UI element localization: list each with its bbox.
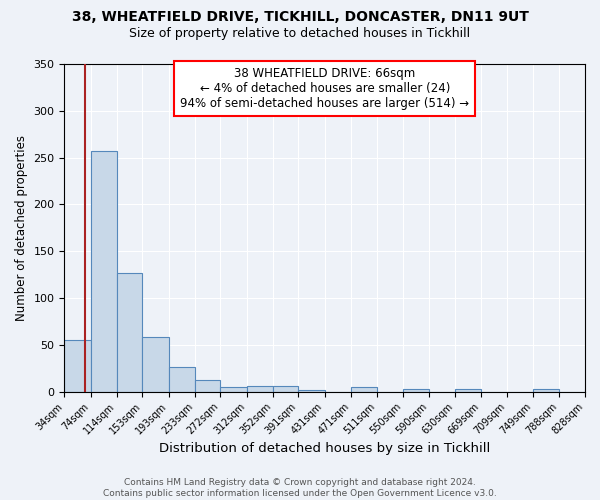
Bar [247, 386, 273, 392]
Text: Size of property relative to detached houses in Tickhill: Size of property relative to detached ho… [130, 28, 470, 40]
X-axis label: Distribution of detached houses by size in Tickhill: Distribution of detached houses by size … [159, 442, 490, 455]
Bar [351, 387, 377, 392]
Bar [195, 380, 220, 392]
Bar [585, 389, 600, 392]
Bar [220, 387, 247, 392]
Text: 38, WHEATFIELD DRIVE, TICKHILL, DONCASTER, DN11 9UT: 38, WHEATFIELD DRIVE, TICKHILL, DONCASTE… [71, 10, 529, 24]
Bar [455, 389, 481, 392]
Bar [117, 273, 142, 392]
Bar [64, 340, 91, 392]
Bar [91, 151, 117, 392]
Bar [169, 368, 195, 392]
Bar [403, 389, 429, 392]
Text: 38 WHEATFIELD DRIVE: 66sqm
← 4% of detached houses are smaller (24)
94% of semi-: 38 WHEATFIELD DRIVE: 66sqm ← 4% of detac… [180, 68, 469, 110]
Text: Contains HM Land Registry data © Crown copyright and database right 2024.
Contai: Contains HM Land Registry data © Crown c… [103, 478, 497, 498]
Bar [273, 386, 298, 392]
Bar [533, 389, 559, 392]
Bar [298, 390, 325, 392]
Bar [142, 338, 169, 392]
Y-axis label: Number of detached properties: Number of detached properties [15, 135, 28, 321]
